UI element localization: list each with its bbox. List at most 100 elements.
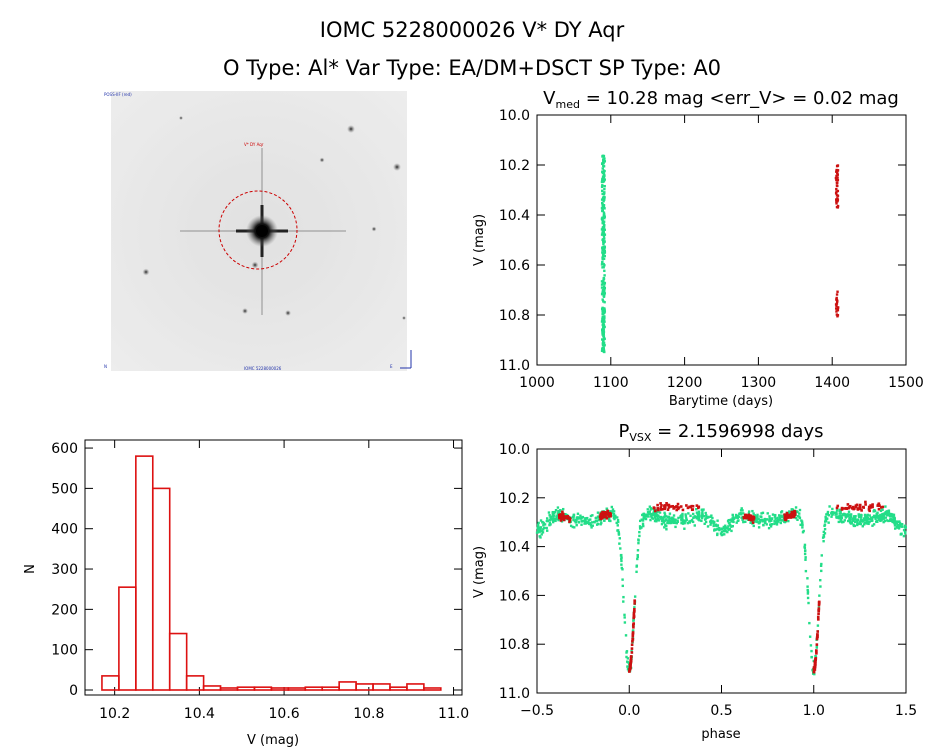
data-point	[868, 514, 871, 517]
data-point	[810, 655, 813, 659]
data-point	[716, 519, 719, 522]
data-point	[815, 643, 819, 646]
data-point	[635, 565, 638, 568]
data-point	[863, 517, 867, 520]
data-point	[741, 509, 744, 512]
data-point	[619, 547, 622, 550]
data-point	[667, 515, 671, 518]
data-point	[638, 519, 642, 523]
data-point	[603, 240, 606, 243]
data-point	[891, 513, 894, 516]
data-point	[685, 504, 688, 507]
data-point	[692, 512, 695, 516]
data-point	[637, 539, 640, 542]
data-point	[602, 321, 605, 324]
data-point	[791, 512, 794, 516]
data-point	[631, 634, 635, 638]
data-point	[615, 521, 618, 525]
data-point	[548, 514, 551, 517]
data-point	[698, 513, 701, 516]
data-point	[601, 167, 604, 170]
x-tick-label: 1100	[593, 375, 629, 391]
data-point	[638, 534, 641, 538]
data-point	[626, 667, 630, 671]
data-point	[633, 595, 637, 598]
data-point	[823, 524, 826, 528]
data-point	[575, 523, 578, 527]
data-point	[810, 649, 813, 653]
data-point	[872, 510, 875, 513]
histogram-bar	[372, 683, 391, 691]
data-point	[759, 515, 762, 518]
sky-label-bottom-left: N	[104, 364, 107, 369]
data-point	[870, 517, 874, 521]
data-point	[601, 328, 604, 332]
data-point	[577, 521, 580, 524]
y-tick-label: 0	[69, 683, 78, 699]
data-point	[765, 523, 768, 526]
data-point	[568, 518, 572, 522]
data-point	[602, 341, 606, 345]
data-point	[819, 578, 822, 582]
data-point	[775, 523, 779, 526]
data-point	[734, 513, 738, 517]
data-point	[817, 603, 821, 607]
data-point	[539, 526, 542, 530]
data-point	[803, 543, 807, 547]
data-point	[600, 521, 603, 525]
data-point	[611, 510, 614, 513]
data-point	[600, 349, 604, 352]
data-point	[834, 176, 838, 180]
data-point	[856, 508, 860, 511]
data-point	[632, 625, 635, 629]
data-point	[768, 520, 771, 523]
data-point	[835, 170, 838, 173]
data-point	[581, 519, 585, 522]
data-point	[603, 233, 607, 236]
data-point	[727, 525, 730, 528]
data-point	[601, 257, 604, 260]
data-point	[594, 516, 597, 520]
data-point	[601, 331, 604, 334]
data-point	[722, 529, 726, 533]
data-point	[602, 165, 606, 168]
data-point	[636, 555, 639, 559]
data-point	[679, 505, 683, 508]
data-point	[859, 513, 862, 517]
data-point	[723, 533, 726, 536]
histogram-bar	[270, 687, 290, 691]
data-point	[603, 157, 606, 160]
data-point	[691, 508, 695, 511]
data-point	[625, 655, 628, 659]
data-point	[695, 511, 699, 514]
y-tick-label: 10.8	[499, 637, 530, 653]
data-point	[798, 516, 802, 520]
data-point	[660, 504, 663, 507]
data-point	[896, 523, 900, 527]
data-point	[665, 515, 668, 518]
data-point	[835, 509, 839, 512]
histogram-bar	[236, 686, 256, 691]
data-point	[648, 510, 651, 513]
sky-label-bottom-right: E	[390, 364, 393, 369]
field-star	[393, 163, 401, 171]
data-point	[887, 519, 890, 523]
data-point	[904, 532, 907, 535]
data-point	[625, 651, 628, 654]
data-point	[816, 624, 820, 627]
lightcurve-time-points	[600, 154, 840, 354]
data-point	[700, 519, 703, 523]
data-point	[770, 517, 774, 520]
data-point	[589, 514, 593, 518]
data-point	[834, 303, 838, 306]
data-point	[814, 658, 817, 662]
data-point	[603, 160, 607, 163]
data-point	[617, 531, 620, 534]
data-point	[727, 522, 731, 525]
data-point	[681, 522, 685, 525]
data-point	[800, 520, 804, 523]
data-point	[893, 527, 897, 530]
data-point	[684, 515, 688, 518]
data-point	[817, 601, 821, 604]
data-point	[783, 520, 786, 523]
